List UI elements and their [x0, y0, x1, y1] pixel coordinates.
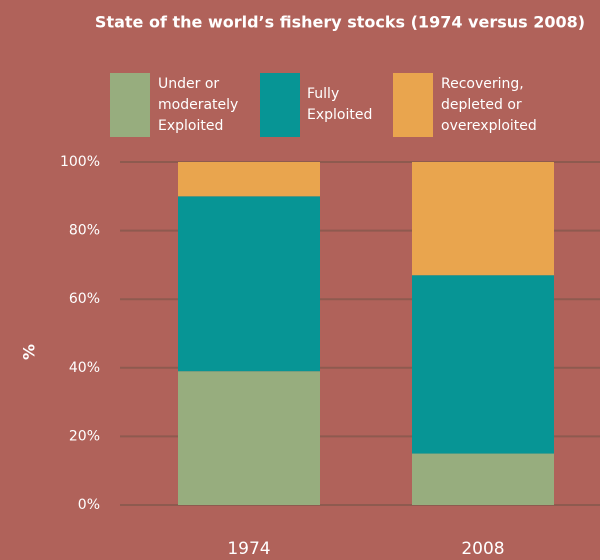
- y-tick-label: 0%: [78, 497, 100, 513]
- bar-segment: [412, 275, 554, 454]
- bar-segment: [178, 162, 320, 197]
- bar-segment: [412, 453, 554, 505]
- y-tick-label: 100%: [60, 154, 100, 170]
- y-tick-label: 20%: [69, 428, 100, 444]
- legend-swatch: [260, 73, 300, 137]
- y-tick-label: 80%: [69, 223, 100, 239]
- bar-segment: [178, 371, 320, 505]
- x-tick-label: 1974: [227, 539, 270, 559]
- y-tick-label: 60%: [69, 291, 100, 307]
- bar-segment: [412, 162, 554, 276]
- legend-label: Fully Exploited: [307, 86, 373, 123]
- chart-title: State of the world’s fishery stocks (197…: [95, 13, 585, 32]
- legend-label: Under or moderately Exploited: [158, 75, 239, 134]
- y-axis-label: %: [20, 344, 39, 360]
- legend-label: Recovering, depleted or overexploited: [441, 75, 537, 134]
- legend-swatch: [393, 73, 433, 137]
- x-tick-label: 2008: [461, 539, 504, 559]
- legend-swatch: [110, 73, 150, 137]
- y-tick-label: 40%: [69, 360, 100, 376]
- bar-segment: [178, 196, 320, 372]
